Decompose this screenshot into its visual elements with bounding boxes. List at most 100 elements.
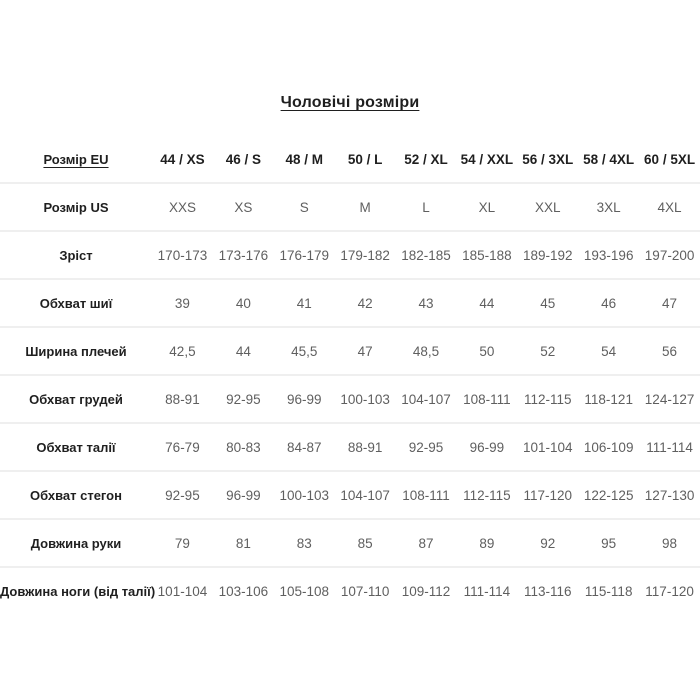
table-cell: 42 bbox=[357, 295, 373, 311]
table-cell: 92-95 bbox=[408, 439, 444, 455]
table-cell: 105-108 bbox=[279, 583, 329, 599]
table-row: Довжина ноги (від талії) 101-104 103-106 10… bbox=[0, 568, 700, 614]
table-cell: 95 bbox=[601, 535, 617, 551]
table-cell: 58 / 4XL bbox=[583, 151, 635, 167]
table-cell: 104-107 bbox=[340, 487, 390, 503]
table-cell: 111-114 bbox=[463, 583, 511, 599]
table-cell: 83 bbox=[296, 535, 312, 551]
row-label: Зріст bbox=[59, 247, 93, 263]
table-row: Довжина руки 79 81 83 85 87 89 92 95 98 bbox=[0, 520, 700, 568]
row-label: Розмір EU bbox=[43, 151, 109, 167]
table-cell: 185-188 bbox=[462, 247, 512, 263]
table-cell: 84-87 bbox=[286, 439, 322, 455]
table-row: Розмір US XXS XS S M L XL XXL 3XL 4XL bbox=[0, 184, 700, 232]
table-cell: 50 bbox=[479, 343, 495, 359]
table-cell: 100-103 bbox=[340, 391, 390, 407]
table-row: Розмір EU 44 / XS 46 / S 48 / M 50 / L 52 / X… bbox=[0, 136, 700, 184]
table-cell: 189-192 bbox=[523, 247, 573, 263]
table-cell: 81 bbox=[235, 535, 251, 551]
table-cell: S bbox=[299, 199, 309, 215]
table-cell: 50 / L bbox=[347, 151, 383, 167]
table-cell: 122-125 bbox=[583, 487, 634, 503]
row-label: Обхват грудей bbox=[29, 391, 123, 407]
table-cell: 45 bbox=[540, 295, 556, 311]
table-cell: 47 bbox=[357, 343, 373, 359]
table-cell: 45,5 bbox=[291, 343, 318, 359]
table-cell: 127-130 bbox=[644, 487, 695, 503]
table-cell: 87 bbox=[418, 535, 434, 551]
table-cell: 92-95 bbox=[165, 487, 200, 503]
table-cell: 108-111 bbox=[402, 487, 450, 503]
table-cell: 96-99 bbox=[286, 391, 322, 407]
table-row: Обхват талії 76-79 80-83 84-87 88-91 92-95 96-… bbox=[0, 424, 700, 472]
table-cell: 39 bbox=[174, 295, 190, 311]
table-cell: 85 bbox=[357, 535, 373, 551]
table-cell: 106-109 bbox=[583, 439, 634, 455]
table-cell: 107-110 bbox=[340, 583, 390, 599]
table-cell: 79 bbox=[174, 535, 190, 551]
table-row: Ширина плечей 42,5 44 45,5 47 48,5 50 52 54 56 bbox=[0, 328, 700, 376]
table-cell: 89 bbox=[479, 535, 495, 551]
table-cell: 176-179 bbox=[279, 247, 329, 263]
table-cell: 101-104 bbox=[157, 583, 208, 599]
table-cell: 41 bbox=[296, 295, 312, 311]
table-cell: 92-95 bbox=[226, 391, 261, 407]
table-cell: 111-114 bbox=[646, 439, 693, 455]
row-label: Довжина ноги (від талії) bbox=[0, 583, 156, 599]
table-cell: 48,5 bbox=[412, 343, 440, 359]
table-cell: 117-120 bbox=[523, 487, 573, 503]
table-cell: 115-118 bbox=[584, 583, 633, 599]
table-cell: 104-107 bbox=[401, 391, 451, 407]
table-cell: 46 bbox=[601, 295, 617, 311]
table-cell: 80-83 bbox=[226, 439, 261, 455]
table-cell: 54 / XXL bbox=[460, 151, 514, 167]
table-cell: 113-116 bbox=[524, 583, 572, 599]
page-title: Чоловічі розміри bbox=[280, 94, 420, 111]
table-cell: 103-106 bbox=[218, 583, 269, 599]
table-cell: 47 bbox=[662, 295, 678, 311]
row-label: Обхват талії bbox=[36, 439, 116, 455]
table-cell: 92 bbox=[540, 535, 556, 551]
table-cell: 112-115 bbox=[524, 391, 572, 407]
row-label: Обхват шиї bbox=[39, 295, 113, 311]
size-table: Розмір EU 44 / XS 46 / S 48 / M 50 / L 52 / X… bbox=[0, 136, 700, 614]
table-row: Зріст 170-173 173-176 176-179 179-182 182-185… bbox=[0, 232, 700, 280]
table-row: Обхват шиї 39 40 41 42 43 44 45 46 47 bbox=[0, 280, 700, 328]
table-cell: 48 / M bbox=[285, 151, 323, 167]
table-cell: XL bbox=[478, 199, 496, 215]
table-cell: 96-99 bbox=[469, 439, 505, 455]
table-cell: M bbox=[359, 199, 371, 215]
table-cell: 44 bbox=[235, 343, 251, 359]
table-cell: 43 bbox=[418, 295, 434, 311]
table-cell: 44 bbox=[479, 295, 495, 311]
table-cell: 52 bbox=[540, 343, 556, 359]
table-cell: 197-200 bbox=[644, 247, 695, 263]
table-cell: 88-91 bbox=[347, 439, 383, 455]
table-cell: L bbox=[422, 199, 430, 215]
row-label: Обхват стегон bbox=[30, 487, 122, 503]
table-cell: 108-111 bbox=[463, 391, 511, 407]
table-cell: 96-99 bbox=[226, 487, 261, 503]
table-cell: 182-185 bbox=[401, 247, 451, 263]
table-cell: 100-103 bbox=[279, 487, 329, 503]
table-cell: 112-115 bbox=[463, 487, 511, 503]
row-label: Розмір US bbox=[43, 199, 109, 215]
table-cell: 76-79 bbox=[165, 439, 200, 455]
table-cell: 40 bbox=[235, 295, 251, 311]
table-cell: 42,5 bbox=[169, 343, 196, 359]
table-cell: 56 bbox=[662, 343, 678, 359]
table-cell: 60 / 5XL bbox=[644, 151, 696, 167]
row-label: Ширина плечей bbox=[25, 343, 127, 359]
table-cell: 4XL bbox=[657, 199, 682, 215]
table-cell: 173-176 bbox=[218, 247, 269, 263]
table-cell: 117-120 bbox=[645, 583, 694, 599]
table-cell: 54 bbox=[601, 343, 617, 359]
table-cell: 118-121 bbox=[584, 391, 633, 407]
table-cell: 56 / 3XL bbox=[522, 151, 574, 167]
table-cell: 193-196 bbox=[583, 247, 634, 263]
table-row: Обхват грудей 88-91 92-95 96-99 100-103 104-1… bbox=[0, 376, 700, 424]
table-cell: XXL bbox=[535, 199, 561, 215]
table-cell: 52 / XL bbox=[404, 151, 448, 167]
table-cell: 88-91 bbox=[165, 391, 200, 407]
